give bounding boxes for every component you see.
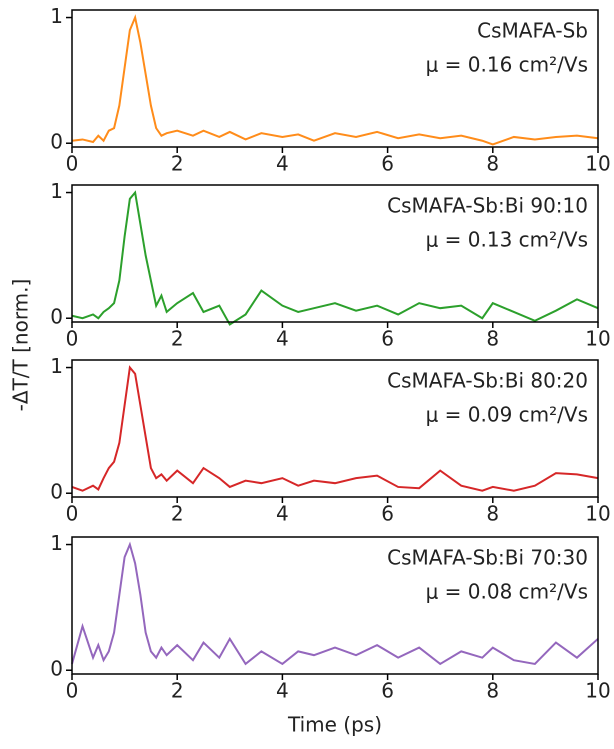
- x-tick-label: 0: [66, 327, 79, 351]
- x-tick-label: 10: [585, 679, 610, 703]
- x-tick-label: 8: [486, 327, 499, 351]
- x-tick-label: 2: [171, 327, 184, 351]
- data-line: [71, 14, 599, 146]
- x-tick-label: 8: [486, 502, 499, 526]
- x-tick-label: 6: [381, 152, 394, 176]
- data-line: [71, 365, 599, 492]
- x-tick-label: 8: [486, 152, 499, 176]
- x-tick-label: 10: [585, 327, 610, 351]
- plot-frame: [71, 536, 599, 675]
- annotation: μ = 0.08 cm²/Vs: [426, 580, 588, 604]
- y-tick-label: 0: [50, 657, 63, 681]
- plot-frame: [71, 9, 599, 148]
- annotation: μ = 0.13 cm²/Vs: [426, 228, 588, 252]
- y-axis-label: -ΔT/T [norm.]: [9, 279, 33, 412]
- x-tick-label: 4: [276, 152, 289, 176]
- x-tick-label: 10: [585, 502, 610, 526]
- data-line: [71, 541, 599, 666]
- y-tick-label: 0: [50, 305, 63, 329]
- x-tick-label: 4: [276, 327, 289, 351]
- x-axis-label: Time (ps): [287, 713, 382, 737]
- x-tick-label: 6: [381, 327, 394, 351]
- x-tick-label: 10: [585, 152, 610, 176]
- y-tick-label: 1: [50, 531, 63, 555]
- annotation: CsMAFA-Sb: [477, 19, 588, 43]
- y-tick-label: 1: [50, 354, 63, 378]
- x-tick-label: 0: [66, 679, 79, 703]
- annotation: CsMAFA-Sb:Bi 70:30: [387, 546, 588, 570]
- y-tick-label: 0: [50, 130, 63, 154]
- x-tick-label: 4: [276, 502, 289, 526]
- x-tick-label: 0: [66, 152, 79, 176]
- x-tick-label: 6: [381, 502, 394, 526]
- x-tick-label: 2: [171, 502, 184, 526]
- x-tick-label: 2: [171, 152, 184, 176]
- plot-frame: [71, 184, 599, 323]
- annotation: μ = 0.16 cm²/Vs: [426, 53, 588, 77]
- y-tick-label: 1: [50, 179, 63, 203]
- y-tick-label: 1: [50, 4, 63, 28]
- x-tick-label: 4: [276, 679, 289, 703]
- annotation: CsMAFA-Sb:Bi 90:10: [387, 194, 588, 218]
- data-line: [71, 190, 599, 326]
- y-tick-label: 0: [50, 480, 63, 504]
- x-tick-label: 6: [381, 679, 394, 703]
- annotation: μ = 0.09 cm²/Vs: [426, 403, 588, 427]
- x-tick-label: 0: [66, 502, 79, 526]
- x-tick-label: 2: [171, 679, 184, 703]
- annotation: CsMAFA-Sb:Bi 80:20: [387, 369, 588, 393]
- x-tick-label: 8: [486, 679, 499, 703]
- plot-frame: [71, 359, 599, 498]
